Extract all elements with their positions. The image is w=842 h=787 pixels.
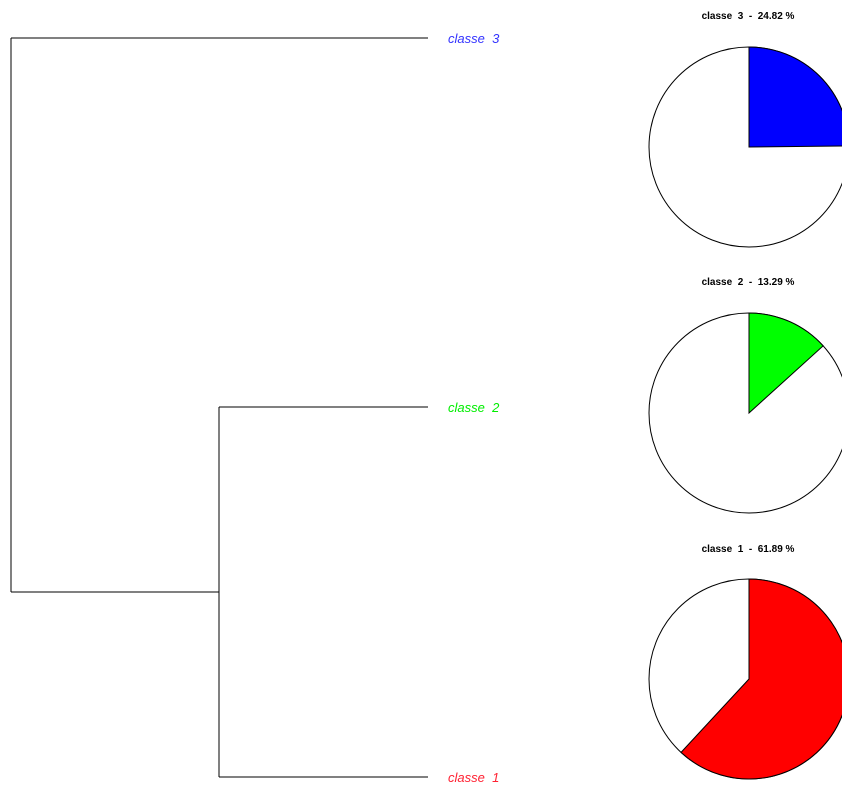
dendrogram: classe 3 classe 2 classe 1 (10, 31, 500, 785)
pie-classe-2: classe 2 - 13.29 % (648, 277, 842, 514)
pie-charts: classe 3 - 24.82 % classe 2 - 13.29 % cl… (648, 11, 842, 780)
pie-title-classe-3: classe 3 - 24.82 % (702, 11, 795, 22)
pie-slice (680, 578, 842, 780)
pie-slice (748, 312, 824, 415)
pie-classe-1: classe 1 - 61.89 % (648, 544, 842, 780)
leaf-label-classe-2: classe 2 (448, 400, 500, 415)
leaf-label-classe-3: classe 3 (448, 31, 500, 46)
pie-title-classe-2: classe 2 - 13.29 % (702, 277, 795, 288)
pie-classe-3: classe 3 - 24.82 % (648, 11, 842, 248)
leaf-label-classe-1: classe 1 (448, 770, 499, 785)
pie-slice (748, 46, 842, 148)
pie-title-classe-1: classe 1 - 61.89 % (702, 544, 795, 555)
